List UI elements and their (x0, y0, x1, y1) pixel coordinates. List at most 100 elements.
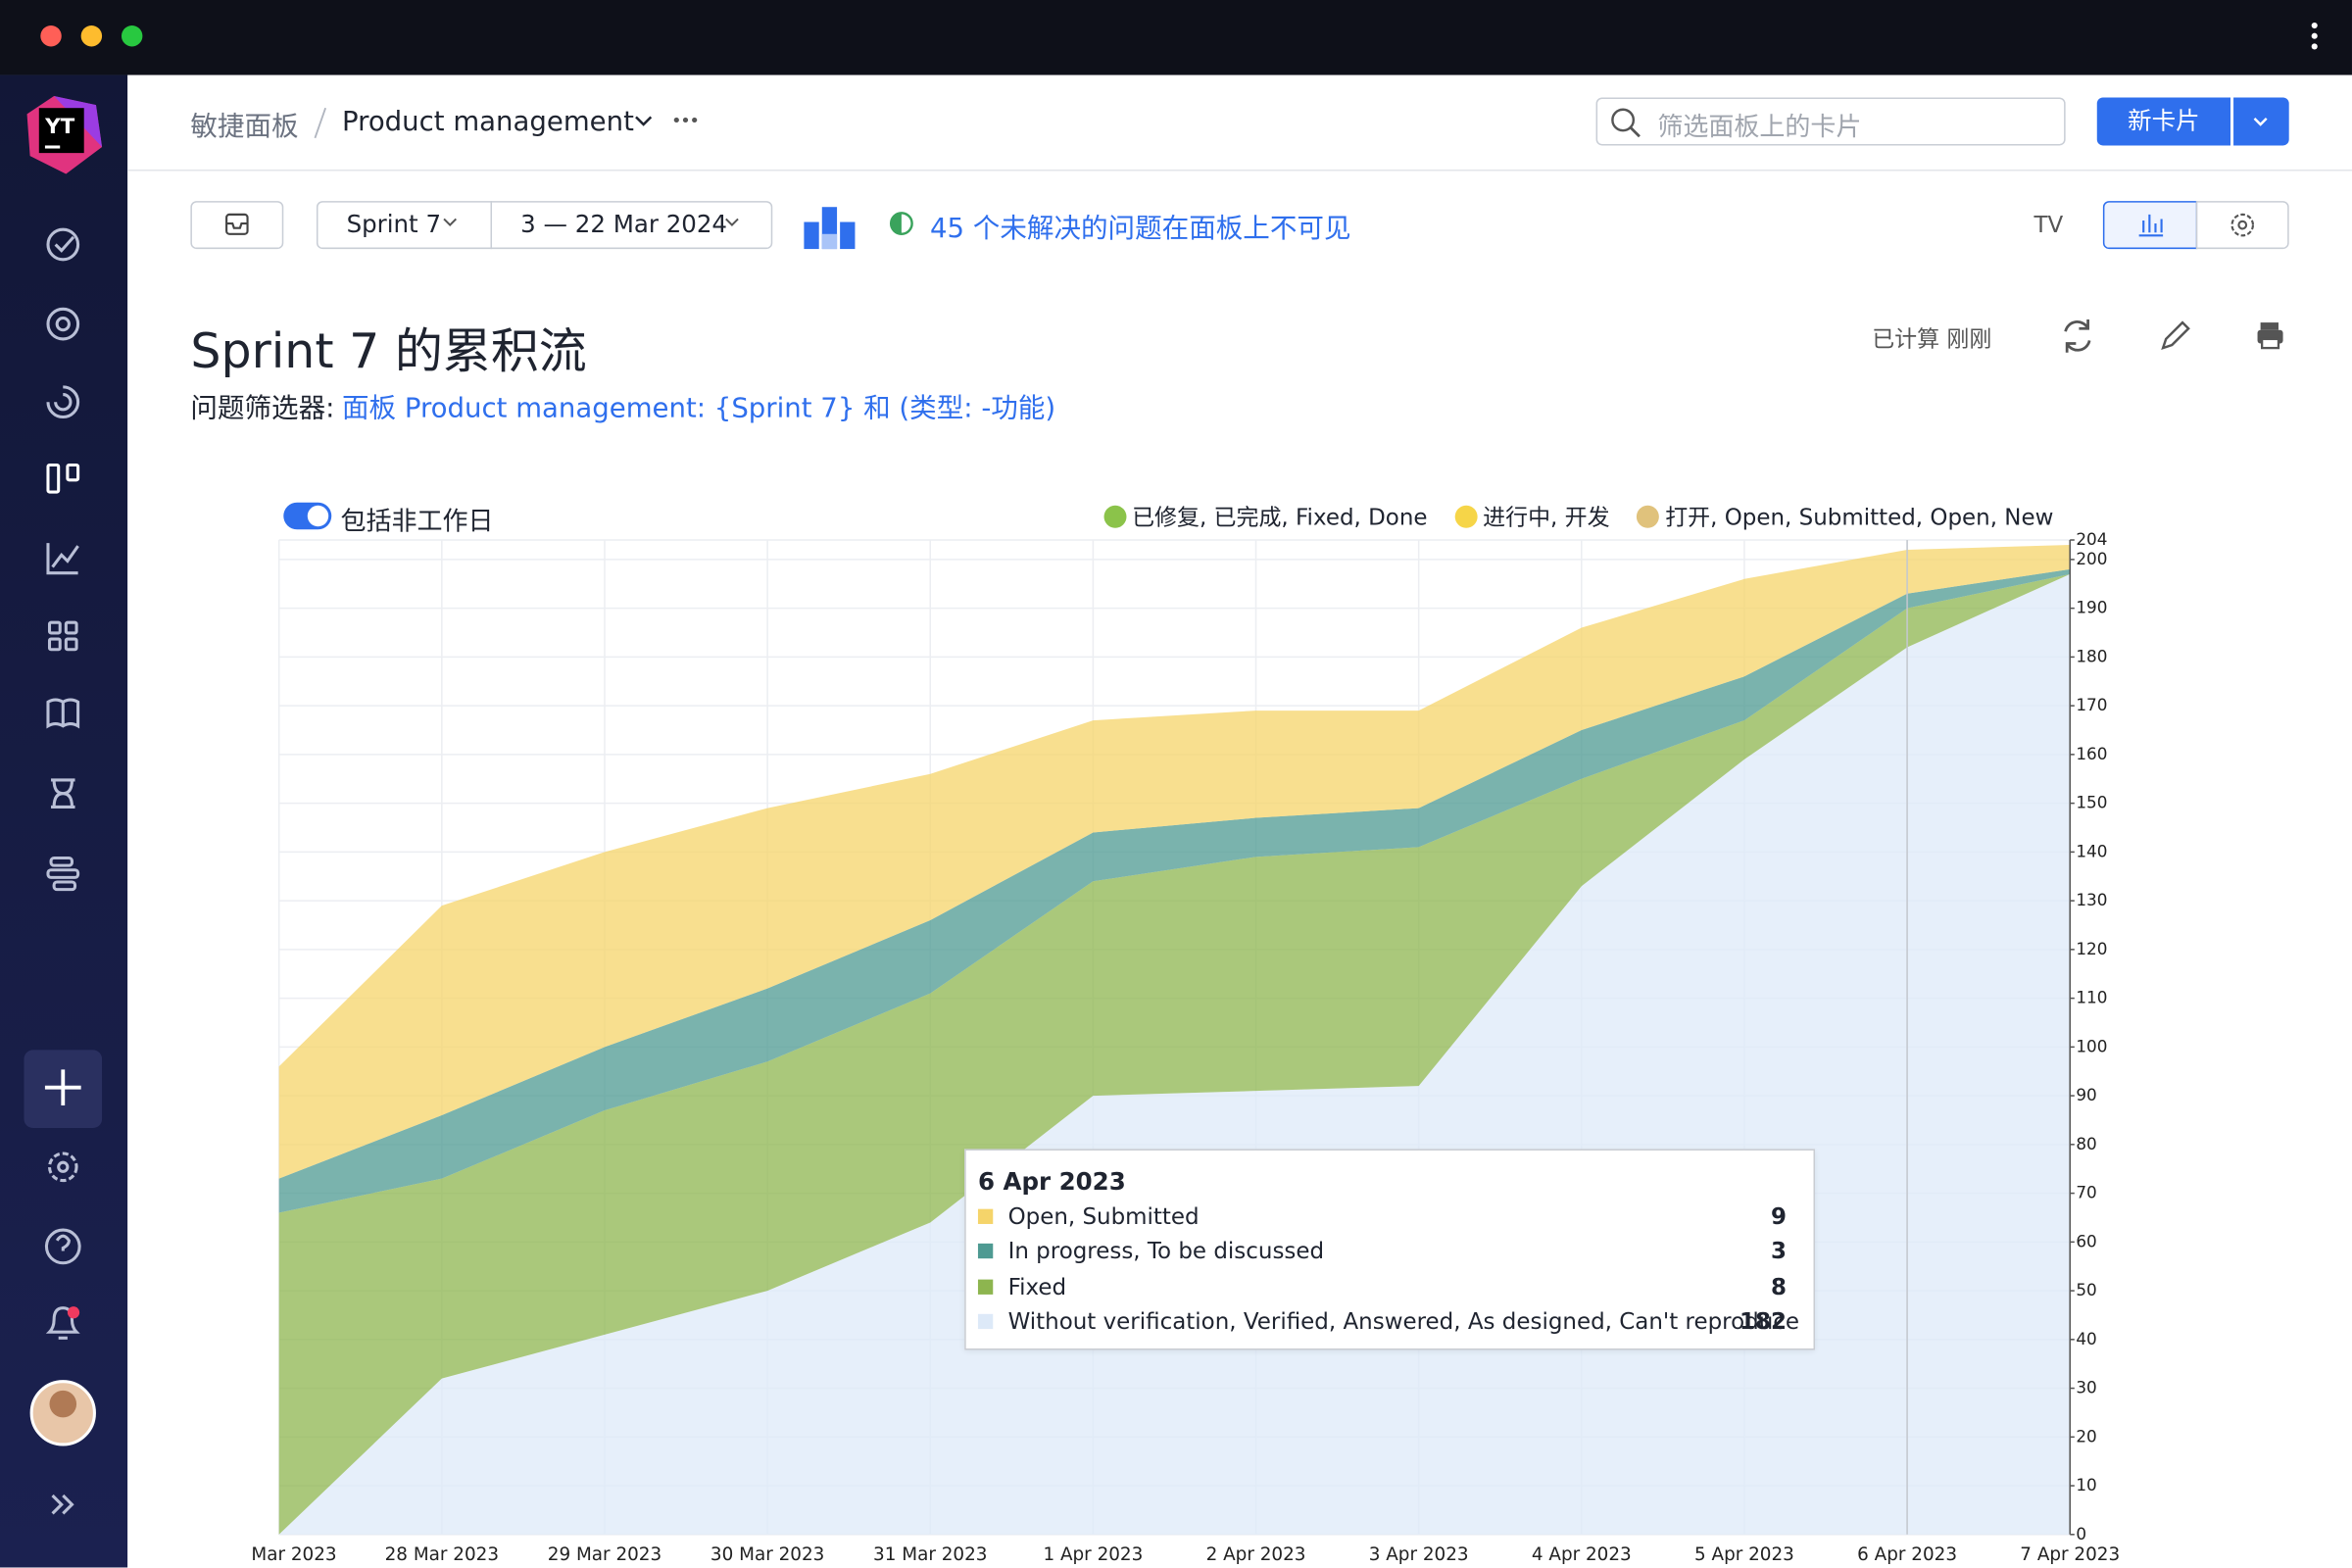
swimlane-stats-icon[interactable] (804, 207, 856, 250)
toggle-knob (307, 505, 329, 527)
knowledge-base-icon[interactable] (46, 698, 80, 729)
tooltip-swatch (977, 1278, 994, 1295)
sprint-dates-selector[interactable] (490, 201, 773, 250)
legend-label: 进行中, 开发 (1483, 504, 1610, 531)
filter-label: 问题筛选器: (190, 393, 335, 425)
board-menu-icons (635, 116, 698, 126)
search-box[interactable] (1595, 97, 2066, 146)
hidden-issues-icons (804, 207, 913, 250)
inbox-icon (225, 213, 249, 235)
logo-text: YT (44, 115, 75, 139)
sprint-selector[interactable] (316, 201, 493, 250)
projects-icon[interactable] (46, 385, 80, 419)
tooltip-title: 6 Apr 2023 (977, 1166, 1126, 1196)
boards-icon[interactable] (46, 463, 80, 494)
x-tick-label: Mar 2023 (251, 1544, 336, 1565)
hidden-issues-link[interactable]: 45 个未解决的问题在面板上不可见 (929, 213, 1351, 245)
report-actions (2064, 319, 2283, 353)
legend-swatch (1454, 505, 1478, 528)
new-card-dropdown[interactable] (2233, 97, 2289, 146)
x-tick-label: 30 Mar 2023 (710, 1544, 824, 1565)
notifications-icon[interactable] (45, 1306, 80, 1340)
tooltip-value: 8 (1770, 1272, 1787, 1300)
y-tick-label: 204 (2076, 529, 2107, 549)
plus-icon (44, 1069, 81, 1106)
search-placeholder: 筛选面板上的卡片 (1657, 112, 1862, 143)
gear-icon (2230, 213, 2255, 237)
y-tick-label: 70 (2076, 1183, 2096, 1202)
board-chevron[interactable] (635, 116, 653, 126)
minimize-button[interactable] (80, 25, 103, 47)
non-working-days-toggle[interactable] (283, 502, 332, 530)
edit-icon[interactable] (2161, 320, 2190, 351)
maximize-button[interactable] (121, 25, 143, 47)
settings-icon[interactable] (47, 1152, 78, 1183)
tooltip-value: 9 (1770, 1202, 1787, 1231)
y-tick-label: 20 (2076, 1426, 2096, 1446)
tv-mode[interactable]: TV (2034, 211, 2064, 239)
tooltip-swatch (977, 1208, 994, 1224)
close-button[interactable] (40, 25, 62, 47)
area-series (278, 568, 2071, 1213)
y-tick-label: 40 (2076, 1329, 2096, 1348)
y-tick-label: 190 (2076, 598, 2107, 617)
dashboards-icon[interactable] (47, 620, 78, 652)
y-tick-label: 120 (2076, 939, 2107, 958)
y-tick-label: 180 (2076, 646, 2107, 665)
sprint-dates: 3 — 22 Mar 2024 (520, 210, 728, 239)
y-tick-label: 0 (2076, 1524, 2086, 1544)
window-menu[interactable] (2311, 22, 2318, 50)
board-settings-button[interactable] (2195, 201, 2289, 250)
tooltip-series-name: In progress, To be discussed (1007, 1238, 1325, 1265)
x-tick-label: 1 Apr 2023 (1043, 1544, 1143, 1565)
print-icon[interactable] (2257, 322, 2283, 350)
chart-view-button[interactable] (2102, 201, 2198, 250)
y-tick-label: 60 (2076, 1231, 2096, 1250)
legend-label: 打开, Open, Submitted, Open, New (1665, 504, 2054, 531)
area-series (278, 544, 2071, 1179)
refresh-icon[interactable] (2064, 319, 2091, 353)
legend-item[interactable]: 打开, Open, Submitted, Open, New (1637, 501, 2053, 532)
board-more[interactable] (673, 117, 698, 123)
avatar-face (49, 1390, 77, 1418)
breadcrumb-root[interactable]: 敏捷面板 (190, 111, 299, 143)
x-tick-label: 2 Apr 2023 (1206, 1544, 1306, 1565)
filter-query[interactable]: 面板 Product management: {Sprint 7} 和 (类型:… (341, 393, 1056, 425)
title-bar (0, 0, 2352, 75)
chart-icon (2138, 214, 2164, 237)
timesheets-icon[interactable] (51, 778, 75, 808)
y-tick-label: 80 (2076, 1134, 2096, 1153)
sidebar-icons: YT (24, 95, 103, 1515)
x-tick-label: 31 Mar 2023 (873, 1544, 987, 1565)
legend-item[interactable]: 已修复, 已完成, Fixed, Done (1102, 501, 1428, 532)
x-tick-label: 29 Mar 2023 (548, 1544, 662, 1565)
collapse-icon[interactable] (51, 1494, 74, 1515)
y-tick-label: 100 (2076, 1036, 2107, 1055)
y-tick-label: 10 (2076, 1475, 2096, 1494)
legend-item[interactable]: 进行中, 开发 (1454, 501, 1610, 532)
y-tick-label: 200 (2076, 549, 2107, 568)
gantt-icon[interactable] (46, 856, 80, 892)
legend: 已修复, 已完成, Fixed, Done 进行中, 开发 打开, Open, Su… (1102, 501, 2053, 532)
sidebar (0, 74, 128, 1568)
cumulative-flow-chart: 0 10 20 30 40 50 60 70 80 90 100 110 120 130 140 150 160… (251, 529, 2120, 1565)
breadcrumb-separator (314, 107, 327, 139)
backlog-button[interactable] (190, 201, 284, 250)
y-tick-label: 50 (2076, 1280, 2096, 1299)
helpdesk-icon[interactable] (46, 307, 80, 341)
x-tick-label: 5 Apr 2023 (1694, 1544, 1794, 1565)
board-name[interactable]: Product management (341, 106, 634, 138)
tooltip-series-name: Without verification, Verified, Answered… (1007, 1307, 1800, 1336)
issues-icon[interactable] (46, 227, 80, 262)
search-icon (1611, 108, 1641, 138)
help-icon[interactable] (44, 1228, 81, 1265)
tooltip-value: 3 (1770, 1238, 1787, 1265)
legend-swatch (1637, 505, 1660, 528)
calculated-status: 已计算 刚刚 (1872, 325, 1992, 353)
y-tick-label: 130 (2076, 890, 2107, 909)
new-card-button[interactable]: 新卡片 (2096, 97, 2231, 146)
y-tick-label: 160 (2076, 744, 2107, 763)
reports-icon[interactable] (46, 543, 79, 575)
legend-swatch (1102, 505, 1126, 528)
